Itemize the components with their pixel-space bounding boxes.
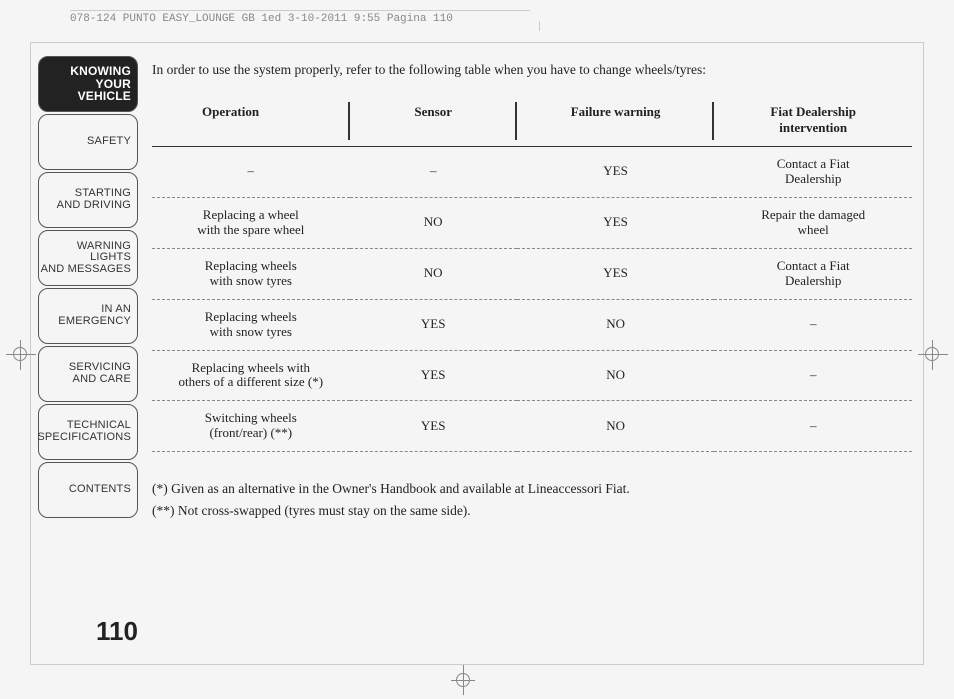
header-label: Failure warning: [571, 104, 661, 119]
cell-intervention: –: [714, 350, 912, 401]
wheel-change-table: Operation Sensor Failure warning Fiat De…: [152, 100, 912, 452]
registration-mark-icon: [6, 340, 36, 370]
footnote-1: (*) Given as an alternative in the Owner…: [152, 478, 912, 500]
cell-operation: Switching wheels(front/rear) (**): [152, 401, 350, 452]
crop-mark-icon: [445, 665, 485, 695]
cell-operation: Replacing wheels withothers of a differe…: [152, 350, 350, 401]
tab-label: SPECIFICATIONS: [37, 432, 131, 444]
cell-sensor: YES: [350, 350, 517, 401]
cell-sensor: YES: [350, 299, 517, 350]
cell-text: Dealership: [785, 273, 841, 288]
cell-text: Replacing wheels: [205, 258, 297, 273]
tab-label: CONTENTS: [69, 484, 131, 496]
header-label: Operation: [202, 104, 259, 119]
cell-text: Replacing wheels with: [192, 360, 310, 375]
cell-failure: YES: [517, 248, 715, 299]
cell-text: (front/rear) (**): [209, 425, 292, 440]
cell-text: wheel: [798, 222, 829, 237]
print-meta-header: 078-124 PUNTO EASY_LOUNGE GB 1ed 3-10-20…: [70, 10, 530, 25]
cell-failure: NO: [517, 350, 715, 401]
sidebar-tab-contents[interactable]: CONTENTS: [38, 462, 138, 518]
frame-line: [30, 42, 924, 43]
table-row: Switching wheels(front/rear) (**) YES NO…: [152, 401, 912, 452]
sidebar-tabs: KNOWING YOUR VEHICLE SAFETY STARTING AND…: [38, 56, 138, 520]
table-body: – – YES Contact a FiatDealership Replaci…: [152, 147, 912, 452]
cell-failure: NO: [517, 299, 715, 350]
cell-sensor: –: [350, 147, 517, 198]
sidebar-tab-knowing-vehicle[interactable]: KNOWING YOUR VEHICLE: [38, 56, 138, 112]
header-label: intervention: [779, 120, 847, 135]
table-header-row: Operation Sensor Failure warning Fiat De…: [152, 100, 912, 147]
header-label: Sensor: [414, 104, 452, 119]
col-header-failure: Failure warning: [517, 100, 715, 147]
cell-text: Switching wheels: [205, 410, 297, 425]
table-row: Replacing wheels withothers of a differe…: [152, 350, 912, 401]
table-row: Replacing wheelswith snow tyres NO YES C…: [152, 248, 912, 299]
page: 078-124 PUNTO EASY_LOUNGE GB 1ed 3-10-20…: [0, 0, 954, 699]
table-row: Replacing a wheelwith the spare wheel NO…: [152, 197, 912, 248]
cell-failure: YES: [517, 197, 715, 248]
tab-label: EMERGENCY: [58, 316, 131, 328]
registration-mark-icon: [918, 340, 948, 370]
cell-text: Dealership: [785, 171, 841, 186]
cell-text: others of a different size (*): [179, 374, 324, 389]
cell-sensor: YES: [350, 401, 517, 452]
col-header-sensor: Sensor: [350, 100, 517, 147]
tab-label: KNOWING: [70, 65, 131, 78]
cell-operation: Replacing wheelswith snow tyres: [152, 299, 350, 350]
table-row: Replacing wheelswith snow tyres YES NO –: [152, 299, 912, 350]
tab-label: VEHICLE: [78, 90, 131, 103]
tab-label: SAFETY: [87, 136, 131, 148]
tab-label: AND CARE: [73, 374, 131, 386]
cell-text: with snow tyres: [210, 273, 292, 288]
cell-text: Repair the damaged: [761, 207, 865, 222]
cell-text: with snow tyres: [210, 324, 292, 339]
cell-text: with the spare wheel: [197, 222, 304, 237]
page-number: 110: [96, 616, 138, 647]
sidebar-tab-servicing[interactable]: SERVICING AND CARE: [38, 346, 138, 402]
col-header-operation: Operation: [152, 100, 350, 147]
tab-label: AND MESSAGES: [41, 264, 131, 276]
cell-sensor: NO: [350, 197, 517, 248]
intro-text: In order to use the system properly, ref…: [152, 62, 912, 78]
cell-failure: NO: [517, 401, 715, 452]
table-row: – – YES Contact a FiatDealership: [152, 147, 912, 198]
tab-label: AND DRIVING: [57, 200, 131, 212]
cell-intervention: Repair the damagedwheel: [714, 197, 912, 248]
cell-failure: YES: [517, 147, 715, 198]
cell-intervention: Contact a FiatDealership: [714, 248, 912, 299]
sidebar-tab-emergency[interactable]: IN AN EMERGENCY: [38, 288, 138, 344]
footnote-2: (**) Not cross-swapped (tyres must stay …: [152, 500, 912, 522]
main-content: In order to use the system properly, ref…: [152, 62, 912, 521]
cell-operation: Replacing a wheelwith the spare wheel: [152, 197, 350, 248]
cell-intervention: Contact a FiatDealership: [714, 147, 912, 198]
sidebar-tab-warning-lights[interactable]: WARNING LIGHTS AND MESSAGES: [38, 230, 138, 286]
cell-intervention: –: [714, 401, 912, 452]
header-label: Fiat Dealership: [770, 104, 856, 119]
cell-text: Contact a Fiat: [777, 258, 850, 273]
cell-text: –: [248, 163, 255, 178]
sidebar-tab-starting-driving[interactable]: STARTING AND DRIVING: [38, 172, 138, 228]
sidebar-tab-safety[interactable]: SAFETY: [38, 114, 138, 170]
tab-label: WARNING LIGHTS: [39, 241, 131, 264]
cell-sensor: NO: [350, 248, 517, 299]
cell-operation: Replacing wheelswith snow tyres: [152, 248, 350, 299]
sidebar-tab-technical[interactable]: TECHNICAL SPECIFICATIONS: [38, 404, 138, 460]
cell-operation: –: [152, 147, 350, 198]
cell-text: Replacing wheels: [205, 309, 297, 324]
cell-text: Contact a Fiat: [777, 156, 850, 171]
cell-intervention: –: [714, 299, 912, 350]
footnotes: (*) Given as an alternative in the Owner…: [152, 478, 912, 521]
col-header-intervention: Fiat Dealershipintervention: [714, 100, 912, 147]
cell-text: Replacing a wheel: [203, 207, 299, 222]
